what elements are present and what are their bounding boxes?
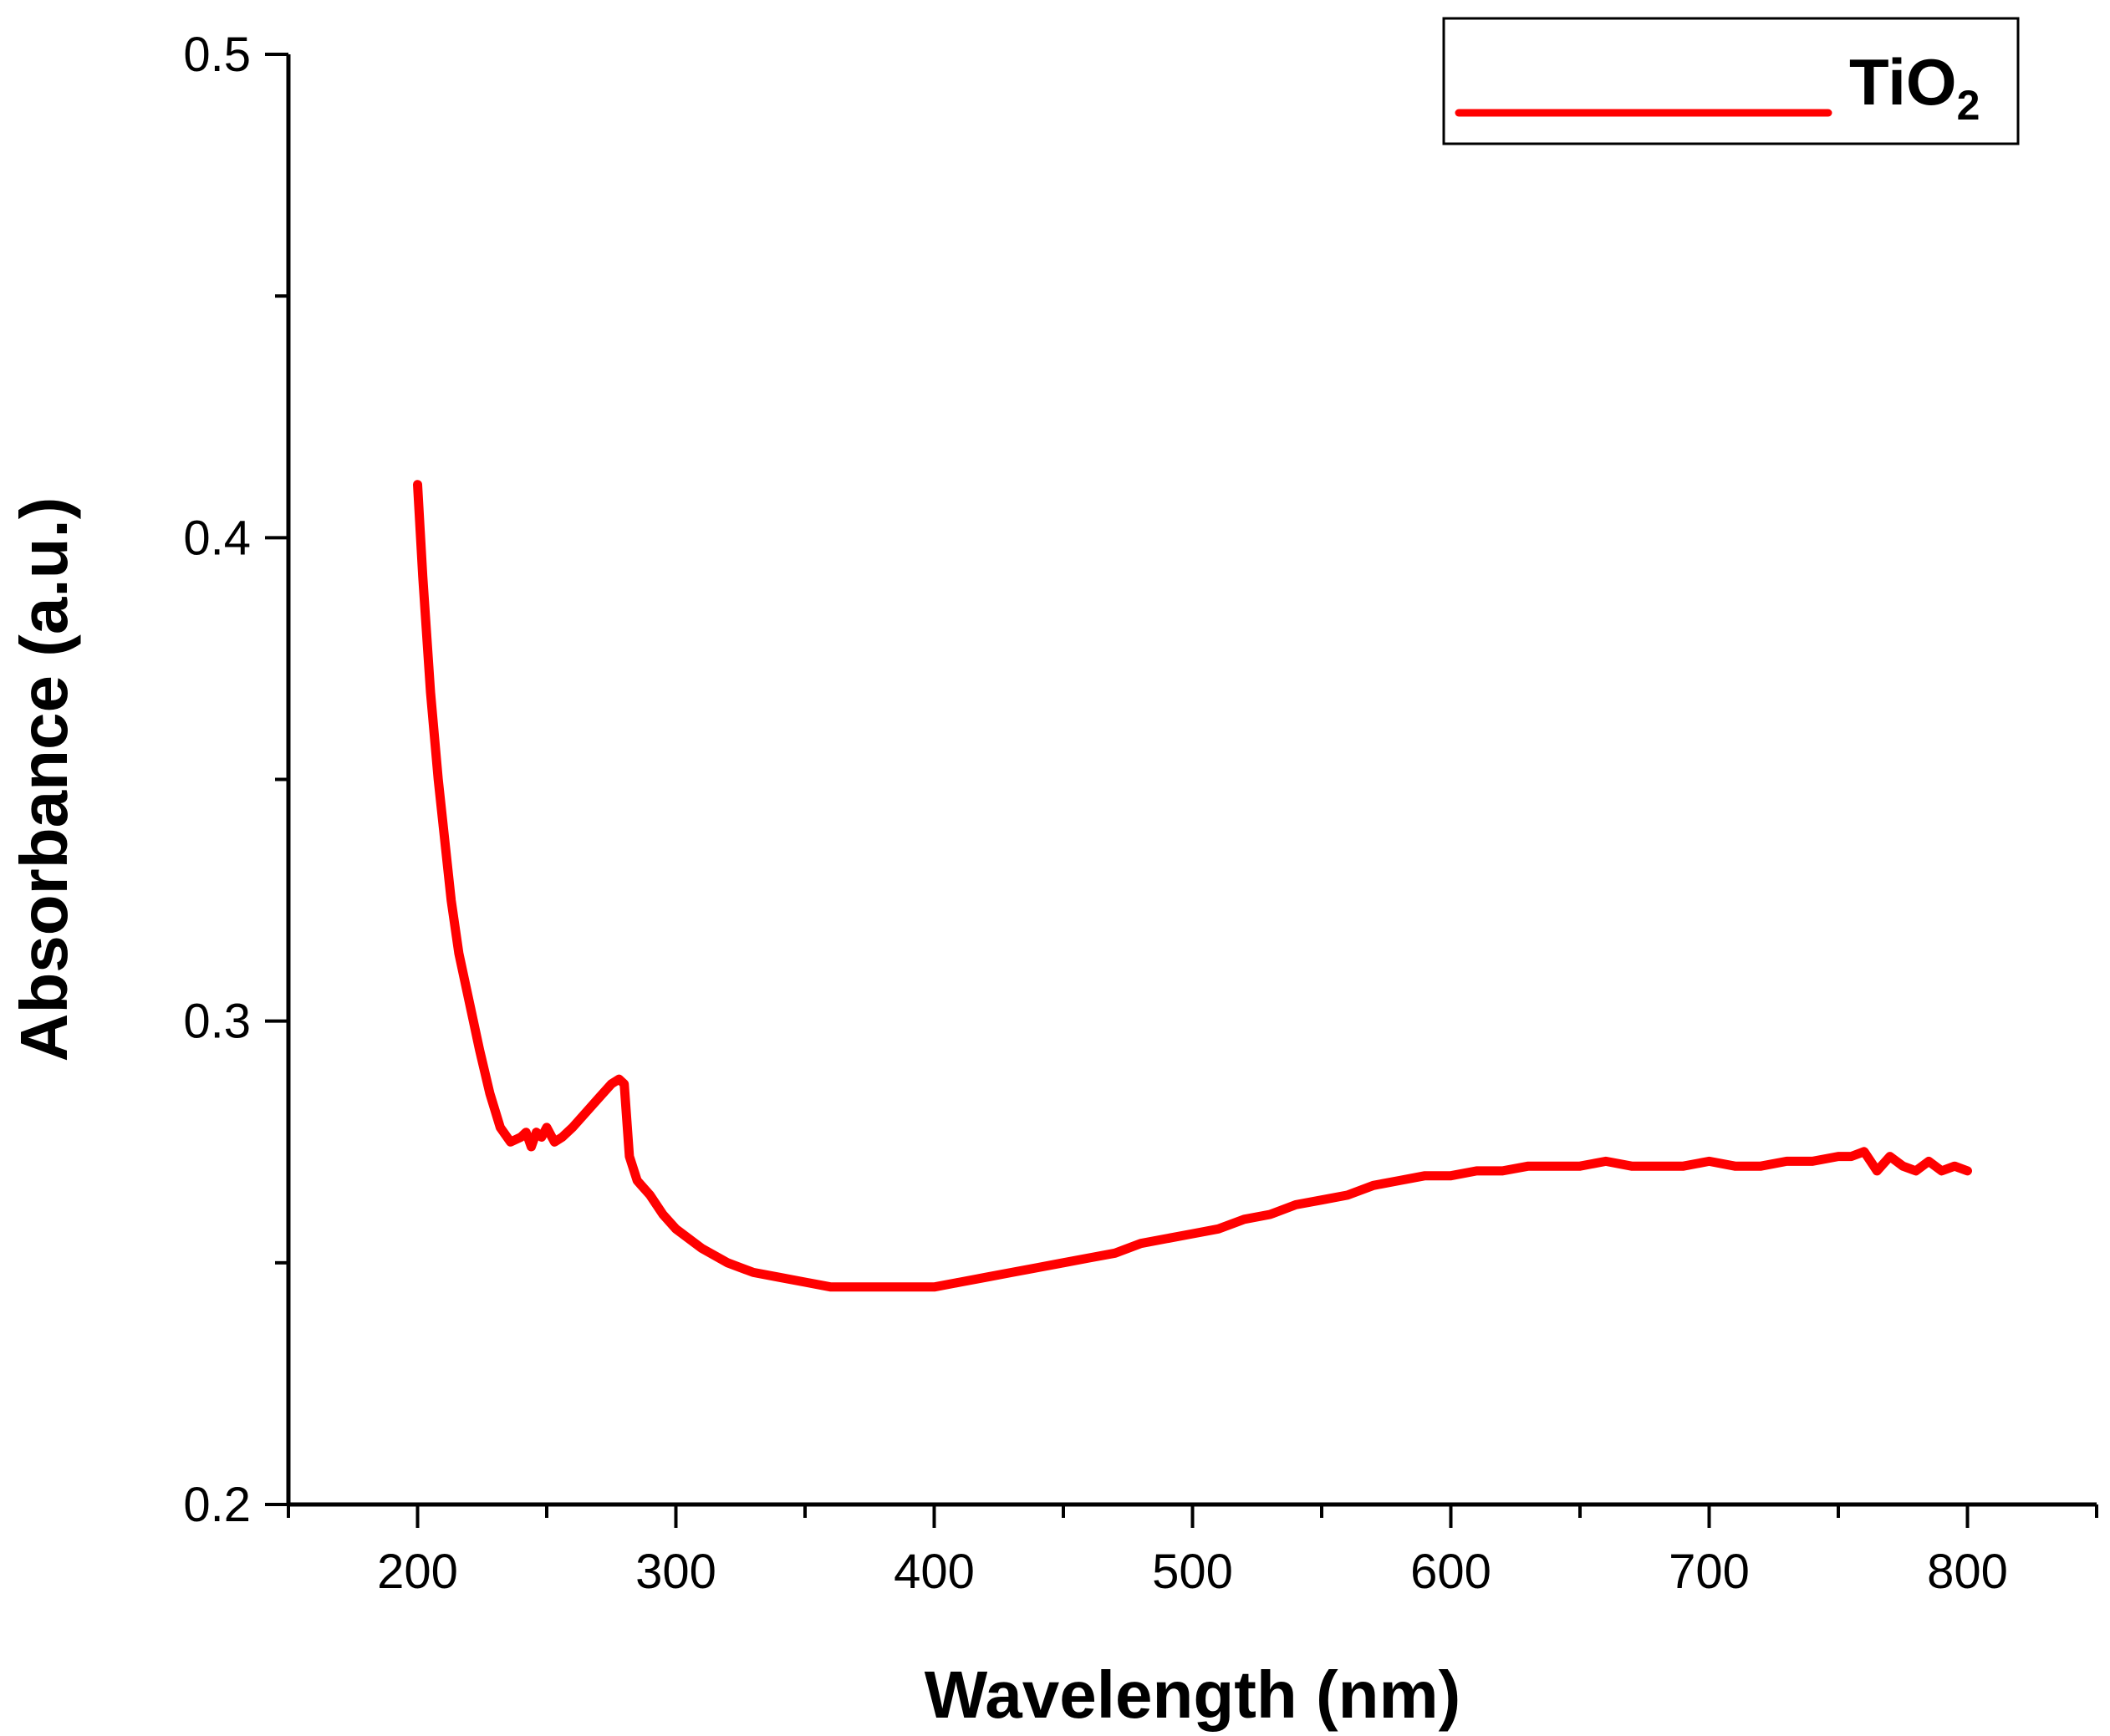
y-tick-label: 0.3 bbox=[183, 995, 251, 1049]
x-tick-label: 800 bbox=[1927, 1545, 2008, 1599]
legend-label-tio2: TiO2 bbox=[1849, 45, 1980, 129]
x-tick-label: 300 bbox=[635, 1545, 716, 1599]
series-layer bbox=[413, 480, 1972, 1292]
y-tick-label: 0.5 bbox=[183, 28, 251, 82]
x-tick-label: 700 bbox=[1669, 1545, 1750, 1599]
legend-label-subscript: 2 bbox=[1957, 82, 1980, 129]
x-tick-label: 500 bbox=[1152, 1545, 1233, 1599]
y-axis-title: Absorbance (a.u.) bbox=[7, 497, 81, 1062]
x-tick-label: 400 bbox=[894, 1545, 975, 1599]
x-tick-label: 200 bbox=[377, 1545, 458, 1599]
y-tick-label: 0.2 bbox=[183, 1478, 251, 1532]
series-line-tio2 bbox=[413, 480, 1972, 1292]
x-tick-label: 600 bbox=[1410, 1545, 1491, 1599]
y-tick-label: 0.4 bbox=[183, 511, 251, 565]
legend-label-main: TiO bbox=[1849, 45, 1957, 119]
axes bbox=[286, 54, 2097, 1507]
legend-box bbox=[1442, 17, 2020, 145]
legend: TiO2 bbox=[1442, 17, 2020, 145]
x-axis-title: Wavelength (nm) bbox=[925, 1657, 1460, 1732]
y-axis-ticks: 0.2 0.3 0.4 0.5 bbox=[183, 28, 288, 1532]
x-axis-ticks: 200 300 400 500 600 700 800 bbox=[287, 1504, 2098, 1599]
